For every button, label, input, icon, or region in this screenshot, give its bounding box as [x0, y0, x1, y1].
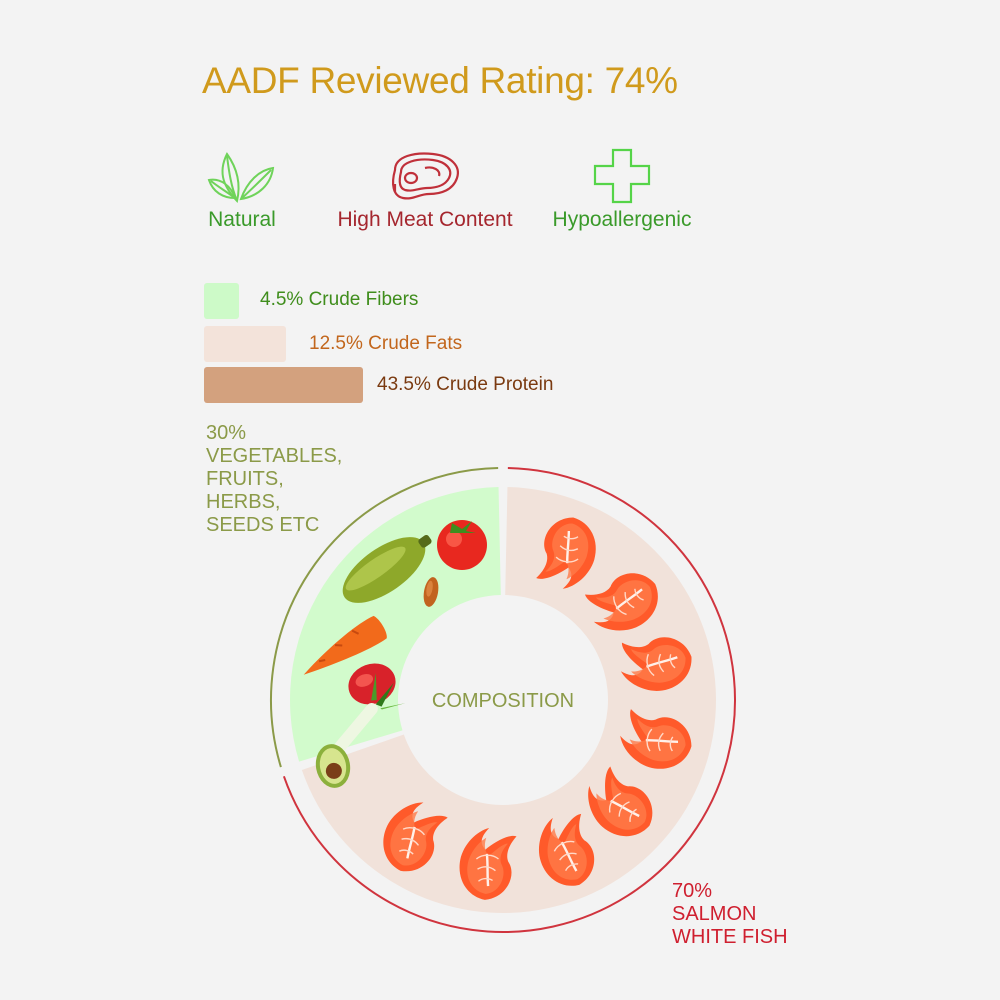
plum-tomato-icon — [348, 663, 396, 705]
nutrient-bar-protein — [204, 367, 363, 403]
vegetables-ring — [270, 467, 499, 768]
nutrient-label-fats: 12.5% Crude Fats — [309, 333, 463, 354]
fish-label: 70% SALMON WHITE FISH — [672, 880, 788, 949]
vegetables-line: HERBS, — [206, 491, 281, 513]
vegetables-label: 30% VEGETABLES, FRUITS, HERBS, SEEDS ETC — [206, 422, 342, 537]
rating-title: AADF Reviewed Rating: 74% — [202, 60, 678, 101]
plus-cross-icon — [593, 148, 651, 204]
nutrient-label-protein: 43.5% Crude Protein — [377, 374, 554, 395]
badge-hypoallergenic: Hypoallergenic — [540, 148, 704, 232]
fish-line: SALMON — [672, 903, 757, 925]
steak-icon — [392, 152, 459, 200]
vegetables-line: FRUITS, — [206, 468, 284, 490]
badge-high-meat: High Meat Content — [320, 148, 530, 232]
fish-line: WHITE FISH — [672, 926, 788, 948]
badge-natural: Natural — [194, 148, 290, 232]
composition-center-label: COMPOSITION — [432, 690, 574, 712]
vegetables-line: SEEDS ETC — [206, 514, 320, 536]
nutrient-bar-fibers — [204, 283, 239, 319]
leaves-icon — [207, 152, 275, 204]
badge-label-natural: Natural — [208, 208, 276, 231]
tomato-icon — [437, 520, 487, 570]
vegetable-icons — [303, 520, 487, 788]
badge-label-hypo: Hypoallergenic — [552, 208, 692, 231]
badge-label-meat: High Meat Content — [337, 208, 513, 231]
fish-ring — [282, 467, 736, 933]
vegetables-percent: 30% — [206, 422, 247, 444]
fish-percent: 70% — [672, 880, 713, 902]
nutrient-label-fibers: 4.5% Crude Fibers — [260, 289, 419, 310]
zucchini-icon — [342, 534, 432, 603]
carrot-icon — [303, 615, 387, 675]
almond-icon — [423, 577, 439, 607]
vegetables-line: VEGETABLES, — [206, 445, 343, 467]
avocado-icon — [315, 744, 351, 788]
nutrient-bar-fats — [204, 326, 286, 362]
